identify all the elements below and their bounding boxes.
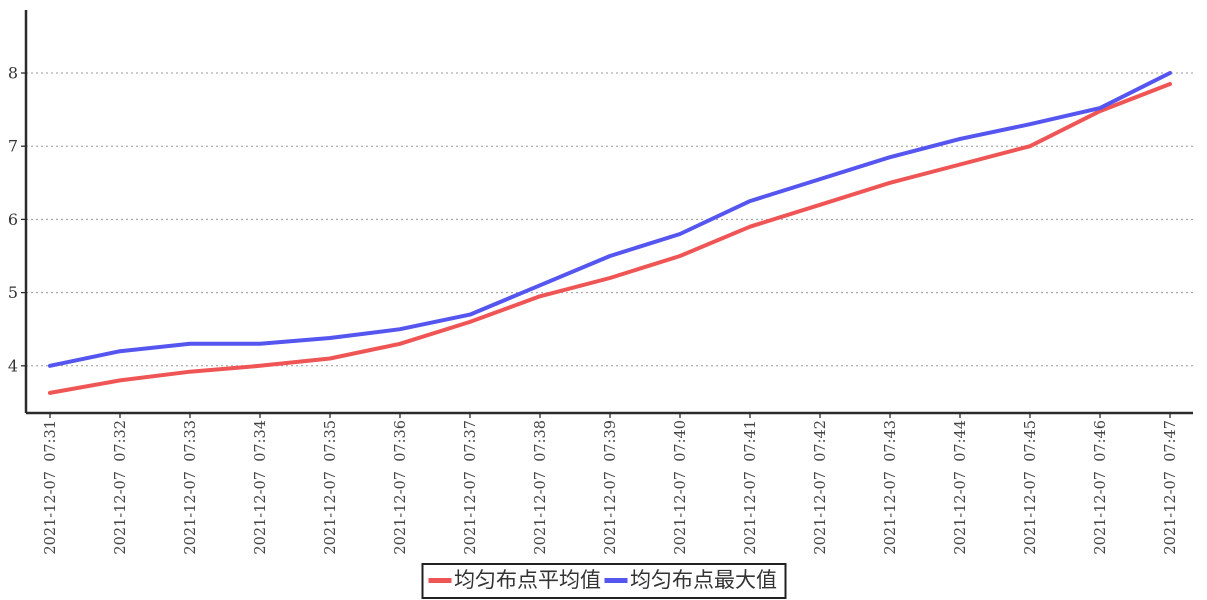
x-tick-label: 2021-12-07 07:37	[463, 420, 479, 555]
y-tick-label: 5	[8, 283, 18, 302]
y-tick-label: 8	[8, 64, 18, 83]
x-tick-label: 2021-12-07 07:36	[393, 420, 409, 555]
x-tick-label: 2021-12-07 07:31	[43, 420, 59, 555]
x-tick-label: 2021-12-07 07:43	[883, 420, 899, 555]
x-tick-label: 2021-12-07 07:47	[1163, 420, 1179, 555]
legend-item: 均匀布点平均值	[428, 567, 601, 594]
legend-line-swatch-maximum	[604, 578, 627, 584]
legend: 均匀布点平均值 均匀布点最大值	[421, 563, 786, 600]
series-line-average	[48, 82, 1172, 395]
x-tick-label: 2021-12-07 07:42	[813, 420, 829, 555]
y-tick-label: 7	[8, 137, 18, 156]
y-tick-label: 4	[8, 356, 18, 375]
x-tick-label: 2021-12-07 07:38	[533, 420, 549, 555]
x-tick-label: 2021-12-07 07:40	[673, 420, 689, 555]
x-tick-label: 2021-12-07 07:34	[253, 420, 269, 555]
x-tick-label: 2021-12-07 07:32	[113, 420, 129, 555]
x-tick-label: 2021-12-07 07:33	[183, 420, 199, 555]
legend-item: 均匀布点最大值	[604, 567, 777, 594]
y-tick-label: 6	[8, 210, 18, 229]
x-tick-label: 2021-12-07 07:35	[323, 420, 339, 555]
x-tick-label: 2021-12-07 07:44	[953, 420, 969, 555]
series-line-maximum	[48, 71, 1172, 368]
legend-label: 均匀布点平均值	[454, 568, 601, 592]
x-tick-label: 2021-12-07 07:46	[1093, 420, 1109, 555]
x-tick-label: 2021-12-07 07:39	[603, 420, 619, 555]
legend-label: 均匀布点最大值	[630, 568, 777, 592]
legend-line-swatch-average	[428, 578, 451, 584]
x-tick-label: 2021-12-07 07:45	[1023, 420, 1039, 555]
x-tick-label: 2021-12-07 07:41	[743, 420, 759, 555]
